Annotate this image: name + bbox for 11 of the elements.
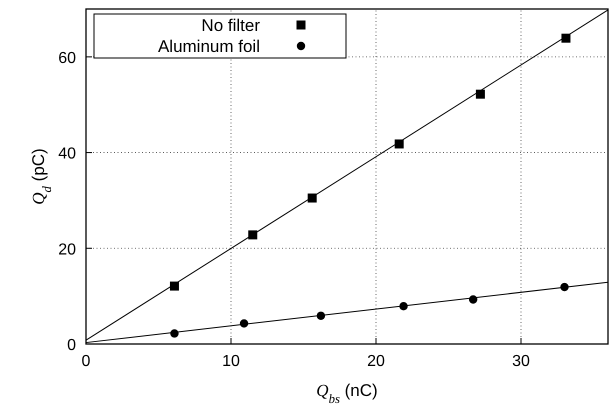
y-tick-label: 20: [58, 241, 76, 258]
legend-label: No filter: [201, 16, 260, 35]
legend-label: Aluminum foil: [158, 37, 260, 56]
x-tick-label: 0: [82, 353, 91, 370]
x-tick-label: 20: [367, 353, 385, 370]
x-tick-label: 30: [512, 353, 530, 370]
y-tick-label: 60: [58, 50, 76, 67]
y-tick-label: 40: [58, 146, 76, 163]
x-tick-label: 10: [222, 353, 240, 370]
x-axis-title: Q$_{bs}$ (nC): [316, 381, 378, 406]
y-tick-label: 0: [67, 337, 76, 354]
